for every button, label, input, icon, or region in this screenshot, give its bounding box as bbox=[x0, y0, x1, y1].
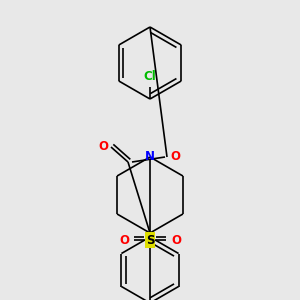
Text: N: N bbox=[145, 151, 155, 164]
Text: S: S bbox=[146, 233, 154, 247]
Text: O: O bbox=[170, 151, 180, 164]
Text: O: O bbox=[98, 140, 108, 152]
Text: O: O bbox=[171, 233, 181, 247]
Text: O: O bbox=[119, 233, 129, 247]
Text: Cl: Cl bbox=[144, 70, 156, 83]
